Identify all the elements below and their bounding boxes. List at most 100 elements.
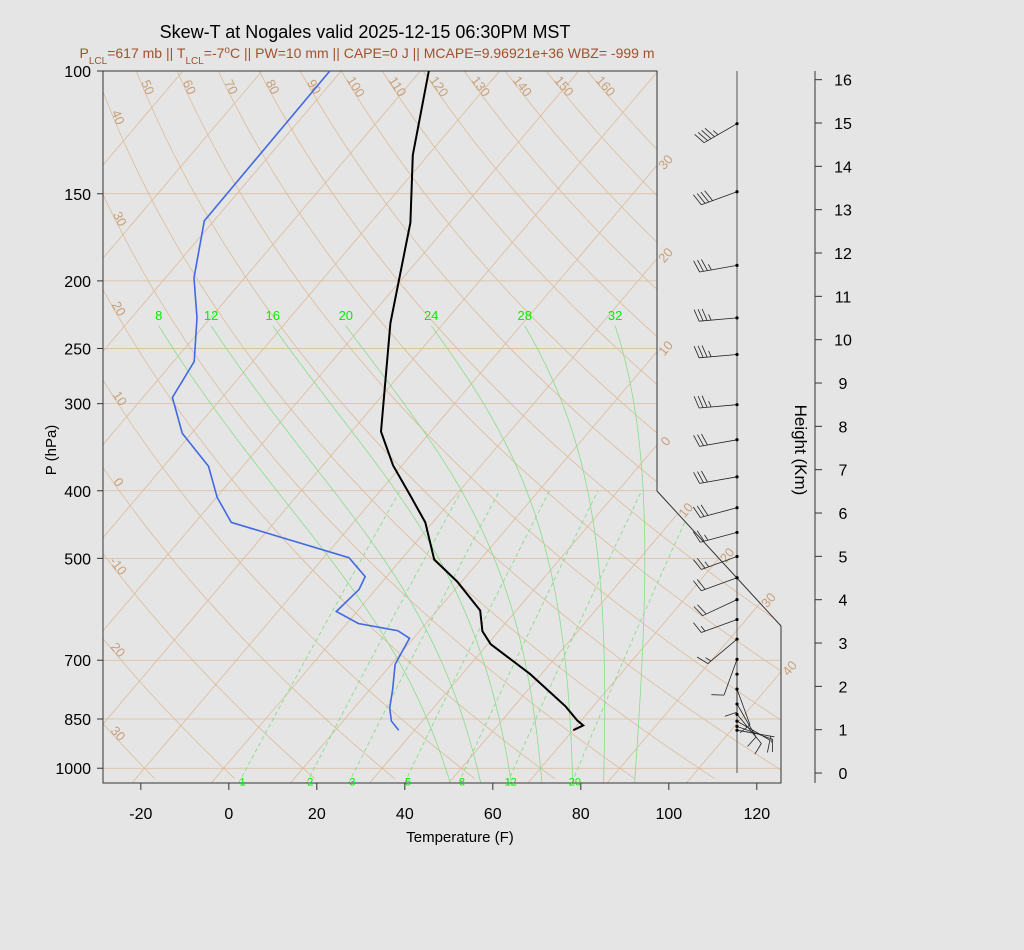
isotherm <box>527 71 781 783</box>
y2-tick-label: 16 <box>834 73 852 90</box>
y2-tick-label: 6 <box>839 506 848 523</box>
x-tick-label: 100 <box>655 806 682 823</box>
wind-barb-dot <box>735 712 739 716</box>
wind-barb <box>693 308 738 322</box>
wind-barb-dot <box>735 687 739 691</box>
chart-subtitle: PLCL=617 mb || TLCL=-7oC || PW=10 mm || … <box>80 45 655 67</box>
dry-adiabat-label: 30 <box>110 209 130 229</box>
wind-barb-dot <box>735 475 739 479</box>
y2-tick-label: 13 <box>834 203 852 220</box>
mixing-ratio-line <box>571 490 700 783</box>
dry-adiabat <box>103 71 715 779</box>
mixing-ratio-line <box>348 490 500 783</box>
wind-barb <box>693 433 738 447</box>
wind-barb <box>696 638 738 664</box>
dry-adiabat-label: 50 <box>138 78 157 97</box>
wind-barb-dot <box>735 719 739 723</box>
moist-adiabat <box>210 325 482 783</box>
dry-adiabat <box>135 71 781 779</box>
dry-adiabat-label: 20 <box>109 299 129 319</box>
moist-adiabat-label: 8 <box>155 308 162 323</box>
wind-barb-dot <box>735 263 739 267</box>
y-tick-label: 400 <box>64 484 91 501</box>
isotherm <box>103 71 342 783</box>
x-axis-label: Temperature (F) <box>406 829 514 846</box>
wind-barb <box>693 577 738 592</box>
y-tick-label: 1000 <box>55 761 91 778</box>
y2-tick-label: 11 <box>835 289 852 306</box>
y2-tick-label: 4 <box>839 593 848 610</box>
y-tick-label: 150 <box>64 187 91 204</box>
y-tick-label: 850 <box>64 712 91 729</box>
moist-adiabat-label: 16 <box>266 308 280 323</box>
dry-adiabat <box>340 71 781 779</box>
subtitle-part: LCL <box>89 56 108 67</box>
mixing-ratio-line <box>507 490 643 783</box>
mixing-ratio-label: 2 <box>307 777 313 789</box>
moist-adiabat <box>524 325 606 783</box>
dry-adiabat <box>103 71 475 779</box>
subtitle-part: P <box>80 45 89 61</box>
y2-tick-label: 5 <box>839 549 848 566</box>
subtitle-part: =-7 <box>204 45 225 61</box>
wind-barb-dot <box>735 728 739 732</box>
wind-barb-dot <box>735 617 739 622</box>
subtitle-part: =617 mb || T <box>107 45 186 61</box>
wind-barb-dot <box>735 530 739 535</box>
x-tick-label: 120 <box>743 806 770 823</box>
wind-barb-dot <box>735 598 739 602</box>
wind-barb-dot <box>735 190 739 194</box>
y2-tick-label: 2 <box>839 679 848 696</box>
wind-barb <box>736 720 771 753</box>
x-tick-label: 40 <box>396 806 414 823</box>
y2-tick-label: 9 <box>839 376 848 393</box>
moist-adiabat <box>158 325 451 783</box>
wind-barb-dot <box>735 316 739 320</box>
y-tick-label: 700 <box>64 653 91 670</box>
dry-adiabat <box>103 71 395 779</box>
y2-tick-label: 1 <box>839 723 848 740</box>
mixing-ratio-label: 3 <box>349 777 355 789</box>
isotherm <box>103 71 263 783</box>
isotherm <box>103 71 500 783</box>
wind-barb-dot <box>735 352 739 357</box>
wind-barb <box>693 395 738 409</box>
chart-title: Skew-T at Nogales valid 2025-12-15 06:30… <box>160 22 571 42</box>
dry-adiabat <box>258 71 781 779</box>
x-tick-label: -20 <box>129 806 152 823</box>
dry-adiabat <box>103 71 635 779</box>
wind-barb-dot <box>735 554 739 559</box>
wind-barb-dot <box>735 576 739 580</box>
isotherm <box>103 71 580 783</box>
wind-barb <box>693 556 738 570</box>
mixing-ratio-line <box>238 490 401 783</box>
wind-barb <box>694 123 738 144</box>
dry-adiabat <box>545 71 781 779</box>
y2-tick-label: 12 <box>834 246 852 263</box>
isotherm <box>606 71 781 783</box>
y-tick-label: 300 <box>64 397 91 414</box>
plot-frame <box>102 70 782 784</box>
x-tick-label: 0 <box>224 806 233 823</box>
y2-tick-label: 0 <box>839 766 848 783</box>
dry-adiabat <box>504 71 781 779</box>
mixing-ratio-label: 12 <box>505 777 517 789</box>
wind-barb <box>736 729 775 743</box>
x-tick-label: 20 <box>308 806 326 823</box>
dry-adiabat-label: 80 <box>263 77 283 97</box>
dry-adiabat <box>176 71 781 779</box>
isotherm <box>131 71 738 783</box>
dry-adiabat <box>103 71 555 779</box>
wind-barb <box>693 470 738 484</box>
wind-barb <box>736 714 762 755</box>
moist-adiabat-label: 32 <box>608 308 622 323</box>
moist-adiabat <box>430 325 574 783</box>
wind-barb <box>693 619 738 633</box>
mixing-ratio-label: 8 <box>459 777 465 789</box>
wind-barb <box>692 530 738 543</box>
moist-adiabat <box>345 325 543 783</box>
mixing-ratio-label: 5 <box>405 777 411 789</box>
